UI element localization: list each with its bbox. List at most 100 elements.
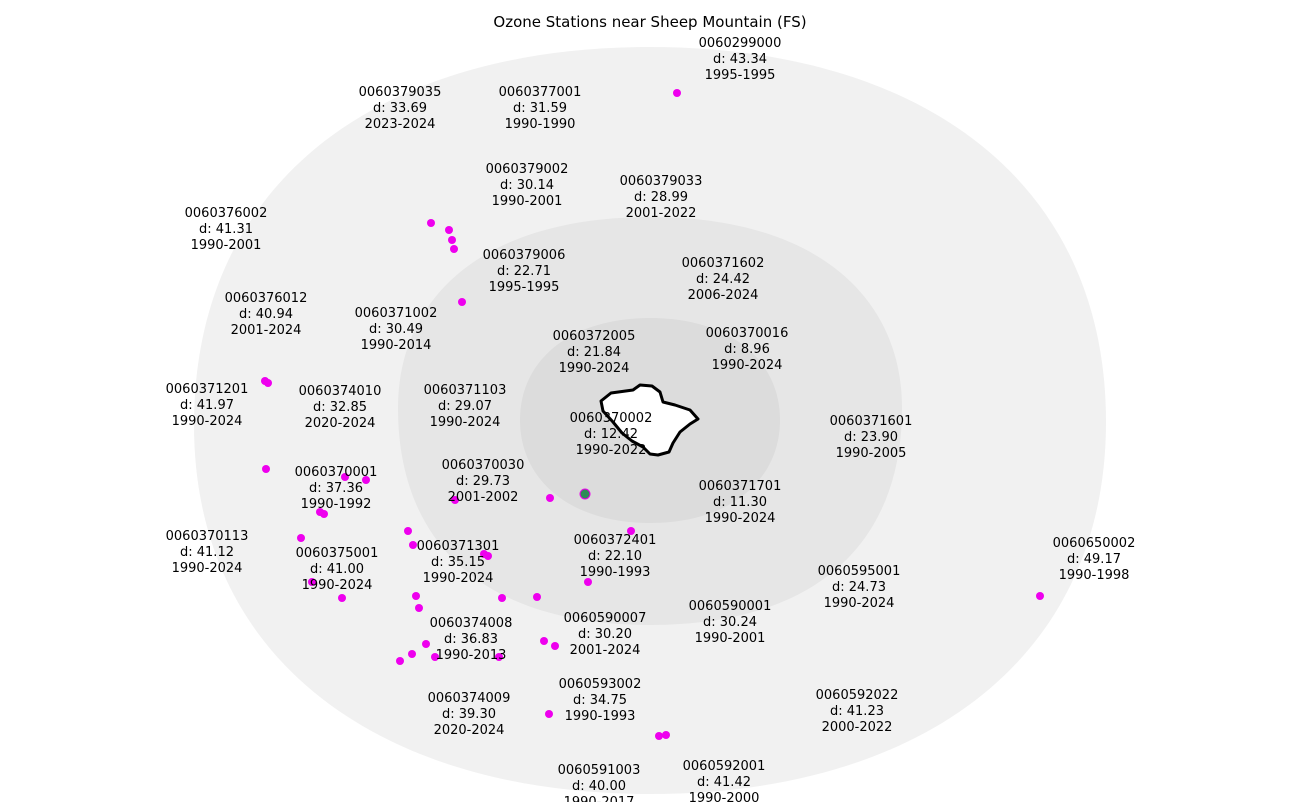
station-label: 0060376002 d: 41.31 1990-2001 <box>185 206 268 253</box>
station-id: 0060379002 <box>486 162 569 177</box>
station-id: 0060371601 <box>830 414 913 429</box>
station-distance: d: 24.73 <box>832 580 886 595</box>
station-label: 0060370016 d: 8.96 1990-2024 <box>706 326 789 373</box>
station-distance: d: 39.30 <box>442 707 496 722</box>
station-label: 0060379002 d: 30.14 1990-2001 <box>486 162 569 209</box>
station-distance: d: 36.83 <box>444 632 498 647</box>
station-distance: d: 23.90 <box>844 430 898 445</box>
station-point <box>627 527 635 535</box>
station-label: 0060371601 d: 23.90 1990-2005 <box>830 414 913 461</box>
station-id: 0060377001 <box>499 85 582 100</box>
station-years: 1990-2000 <box>689 791 760 802</box>
station-point <box>415 604 423 612</box>
station-distance: d: 41.23 <box>830 704 884 719</box>
station-years: 2001-2024 <box>231 323 302 338</box>
station-distance: d: 41.97 <box>180 398 234 413</box>
station-years: 1990-2014 <box>361 338 432 353</box>
station-id: 0060372401 <box>574 533 657 548</box>
station-id: 0060592022 <box>816 688 899 703</box>
station-id: 0060370113 <box>166 529 249 544</box>
station-label: 0060595001 d: 24.73 1990-2024 <box>818 564 901 611</box>
station-distance: d: 41.31 <box>199 222 253 237</box>
station-distance: d: 30.14 <box>500 178 554 193</box>
station-years: 1990-2001 <box>191 238 262 253</box>
station-years: 2001-2002 <box>448 490 519 505</box>
station-id: 0060374010 <box>299 384 382 399</box>
station-point <box>533 593 541 601</box>
station-point <box>673 89 681 97</box>
station-label: 0060374009 d: 39.30 2020-2024 <box>428 691 511 738</box>
station-years: 2020-2024 <box>434 723 505 738</box>
station-distance: d: 29.73 <box>456 474 510 489</box>
station-distance: d: 43.34 <box>713 52 767 67</box>
station-id: 0060374008 <box>430 616 513 631</box>
station-years: 1990-2024 <box>705 511 776 526</box>
station-label: 0060371602 d: 24.42 2006-2024 <box>682 256 765 303</box>
station-label: 0060592022 d: 41.23 2000-2022 <box>816 688 899 735</box>
station-point <box>422 640 430 648</box>
station-years: 2006-2024 <box>688 288 759 303</box>
station-distance: d: 30.49 <box>369 322 423 337</box>
station-id: 0060592001 <box>683 759 766 774</box>
station-years: 1990-2024 <box>430 415 501 430</box>
station-id: 0060370002 <box>570 411 653 426</box>
station-point <box>445 226 453 234</box>
station-points <box>261 89 1044 740</box>
station-point <box>546 494 554 502</box>
station-label: 0060299000 d: 43.34 1995-1995 <box>699 36 782 83</box>
station-label: 0060370030 d: 29.73 2001-2002 <box>442 458 525 505</box>
station-point <box>308 578 316 586</box>
station-years: 2020-2024 <box>305 416 376 431</box>
station-label: 0060377001 d: 31.59 1990-1990 <box>499 85 582 132</box>
station-label: 0060592001 d: 41.42 1990-2000 <box>683 759 766 802</box>
station-label: 0060371002 d: 30.49 1990-2014 <box>355 306 438 353</box>
station-distance: d: 22.10 <box>588 549 642 564</box>
station-point <box>655 732 663 740</box>
station-distance: d: 21.84 <box>567 345 621 360</box>
station-label: 0060590007 d: 30.20 2001-2024 <box>564 611 647 658</box>
station-id: 0060376002 <box>185 206 268 221</box>
station-id: 0060371701 <box>699 479 782 494</box>
station-years: 1990-1990 <box>505 117 576 132</box>
station-point <box>338 594 346 602</box>
station-distance: d: 40.00 <box>572 779 626 794</box>
station-distance: d: 11.30 <box>713 495 767 510</box>
station-id: 0060371301 <box>417 539 500 554</box>
station-years: 1995-1995 <box>489 280 560 295</box>
station-years: 1990-2001 <box>492 194 563 209</box>
station-years: 1990-2024 <box>559 361 630 376</box>
station-years: 1995-1995 <box>705 68 776 83</box>
station-point <box>551 642 559 650</box>
station-id: 0060370016 <box>706 326 789 341</box>
station-point <box>540 637 548 645</box>
station-distance: d: 41.00 <box>310 562 364 577</box>
station-distance: d: 40.94 <box>239 307 293 322</box>
station-id: 0060379006 <box>483 248 566 263</box>
station-distance: d: 8.96 <box>724 342 770 357</box>
station-years: 1990-1992 <box>301 497 372 512</box>
station-point <box>451 496 459 504</box>
station-years: 2000-2022 <box>822 720 893 735</box>
station-years: 1990-2001 <box>695 631 766 646</box>
station-years: 1990-1993 <box>565 709 636 724</box>
center-point <box>579 488 591 500</box>
station-point <box>498 594 506 602</box>
chart-title: Ozone Stations near Sheep Mountain (FS) <box>493 13 806 31</box>
station-point <box>1036 592 1044 600</box>
station-id: 0060650002 <box>1053 536 1136 551</box>
station-distance: d: 41.42 <box>697 775 751 790</box>
station-label: 0060376012 d: 40.94 2001-2024 <box>225 291 308 338</box>
station-point <box>458 298 466 306</box>
station-point <box>584 578 592 586</box>
station-years: 1990-2024 <box>712 358 783 373</box>
station-years: 1990-1998 <box>1059 568 1130 583</box>
station-point <box>495 653 503 661</box>
station-label: 0060374008 d: 36.83 1990-2013 <box>430 616 513 663</box>
station-point <box>341 473 349 481</box>
station-distance: d: 41.12 <box>180 545 234 560</box>
station-point <box>404 527 412 535</box>
station-label: 0060379033 d: 28.99 2001-2022 <box>620 174 703 221</box>
station-point <box>409 541 417 549</box>
station-distance: d: 22.71 <box>497 264 551 279</box>
